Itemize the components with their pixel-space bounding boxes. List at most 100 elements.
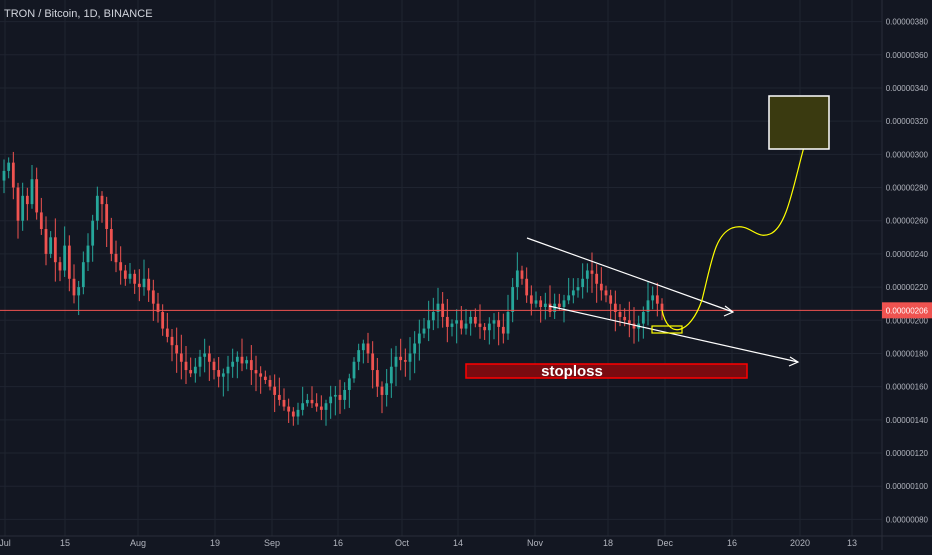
candle-body: [161, 311, 165, 329]
candle-body: [147, 278, 151, 291]
wedge-upper-arrowhead: [723, 305, 735, 317]
candle-body: [324, 403, 328, 410]
candle-body: [221, 373, 225, 377]
candle-body: [151, 290, 155, 304]
candle-body: [413, 343, 417, 354]
candle-body: [385, 383, 389, 395]
wedge-upper-line: [526, 237, 734, 313]
candle-body: [590, 270, 594, 274]
candle-body: [459, 320, 463, 329]
candle-body: [660, 303, 664, 311]
candle-body: [599, 283, 603, 291]
candle-body: [478, 323, 482, 327]
stoploss-box: [465, 363, 748, 379]
candle-body: [184, 361, 188, 371]
wedge-lower-arrowhead: [788, 356, 800, 367]
x-tick-label: 16: [727, 538, 737, 548]
candle-body: [567, 295, 571, 301]
candle-body: [515, 270, 519, 288]
candle-body: [193, 366, 197, 374]
candle-body: [338, 394, 342, 400]
candle-body: [609, 295, 613, 304]
x-tick-label: 18: [603, 538, 613, 548]
candle-body: [366, 343, 370, 354]
candle-body: [203, 353, 207, 357]
candle-body: [53, 237, 57, 263]
candle-body: [557, 303, 561, 307]
candle-body: [235, 356, 239, 362]
candle-body: [259, 373, 263, 377]
candle-body: [469, 316, 473, 324]
candle-body: [595, 273, 599, 284]
candle-body: [371, 353, 375, 371]
candle-body: [646, 300, 650, 312]
candle-body: [511, 287, 515, 312]
y-tick-label: 0.00000200: [886, 316, 929, 325]
candle-body: [394, 356, 398, 367]
candle-body: [21, 195, 25, 221]
candle-body: [343, 389, 347, 400]
candle-body: [58, 262, 62, 271]
candle-body: [175, 345, 179, 354]
y-tick-label: 0.00000340: [886, 84, 929, 93]
projection-path: [661, 119, 813, 331]
candle-body: [310, 399, 314, 404]
entry-box: [651, 325, 683, 334]
candle-body: [427, 320, 431, 329]
candle-body: [198, 356, 202, 367]
candle-body: [506, 311, 510, 334]
candle-body: [2, 170, 6, 181]
candle-body: [77, 287, 81, 296]
candle-body: [30, 179, 34, 205]
y-tick-label: 0.00000380: [886, 18, 929, 27]
candle-body: [179, 353, 183, 362]
candle-body: [380, 386, 384, 395]
candle-body: [576, 287, 580, 291]
candle-body: [263, 376, 267, 381]
current-price-badge: [882, 302, 932, 319]
candle-body: [240, 356, 244, 364]
candle-body: [189, 370, 193, 374]
candle-body: [72, 278, 76, 296]
y-tick-label: 0.00000320: [886, 117, 929, 126]
candle-body: [655, 295, 659, 304]
y-tick-label: 0.00000240: [886, 250, 929, 259]
x-tick-label: Oct: [395, 538, 410, 548]
candle-body: [212, 361, 216, 371]
candle-body: [571, 290, 575, 296]
candle-body: [632, 323, 636, 329]
candle-body: [128, 273, 132, 279]
candle-body: [49, 237, 53, 254]
y-tick-label: 0.00000300: [886, 150, 929, 159]
candle-body: [231, 361, 235, 367]
x-tick-label: 14: [453, 538, 463, 548]
y-tick-label: 0.00000280: [886, 184, 929, 193]
candle-body: [483, 326, 487, 331]
candle-body: [165, 328, 169, 337]
y-tick-label: 0.00000260: [886, 217, 929, 226]
candle-body: [501, 326, 505, 334]
candle-body: [100, 195, 104, 205]
candle-body: [170, 336, 174, 346]
candle-body: [525, 278, 529, 296]
candle-body: [473, 316, 477, 324]
candle-body: [347, 378, 351, 390]
candle-body: [63, 245, 67, 271]
candle-body: [39, 212, 43, 230]
candle-body: [245, 360, 249, 364]
candle-body: [585, 270, 589, 279]
y-tick-label: 0.00000140: [886, 416, 929, 425]
candle-body: [464, 323, 468, 329]
candle-body: [403, 360, 407, 362]
stoploss-label: stoploss: [541, 363, 603, 380]
x-tick-label: 13: [847, 538, 857, 548]
candle-body: [217, 370, 221, 377]
x-tick-label: 15: [60, 538, 70, 548]
target-box: [768, 95, 830, 150]
y-tick-label: 0.00000220: [886, 283, 929, 292]
candle-body: [613, 303, 617, 312]
candle-body: [445, 316, 449, 327]
x-tick-label: Dec: [657, 538, 674, 548]
